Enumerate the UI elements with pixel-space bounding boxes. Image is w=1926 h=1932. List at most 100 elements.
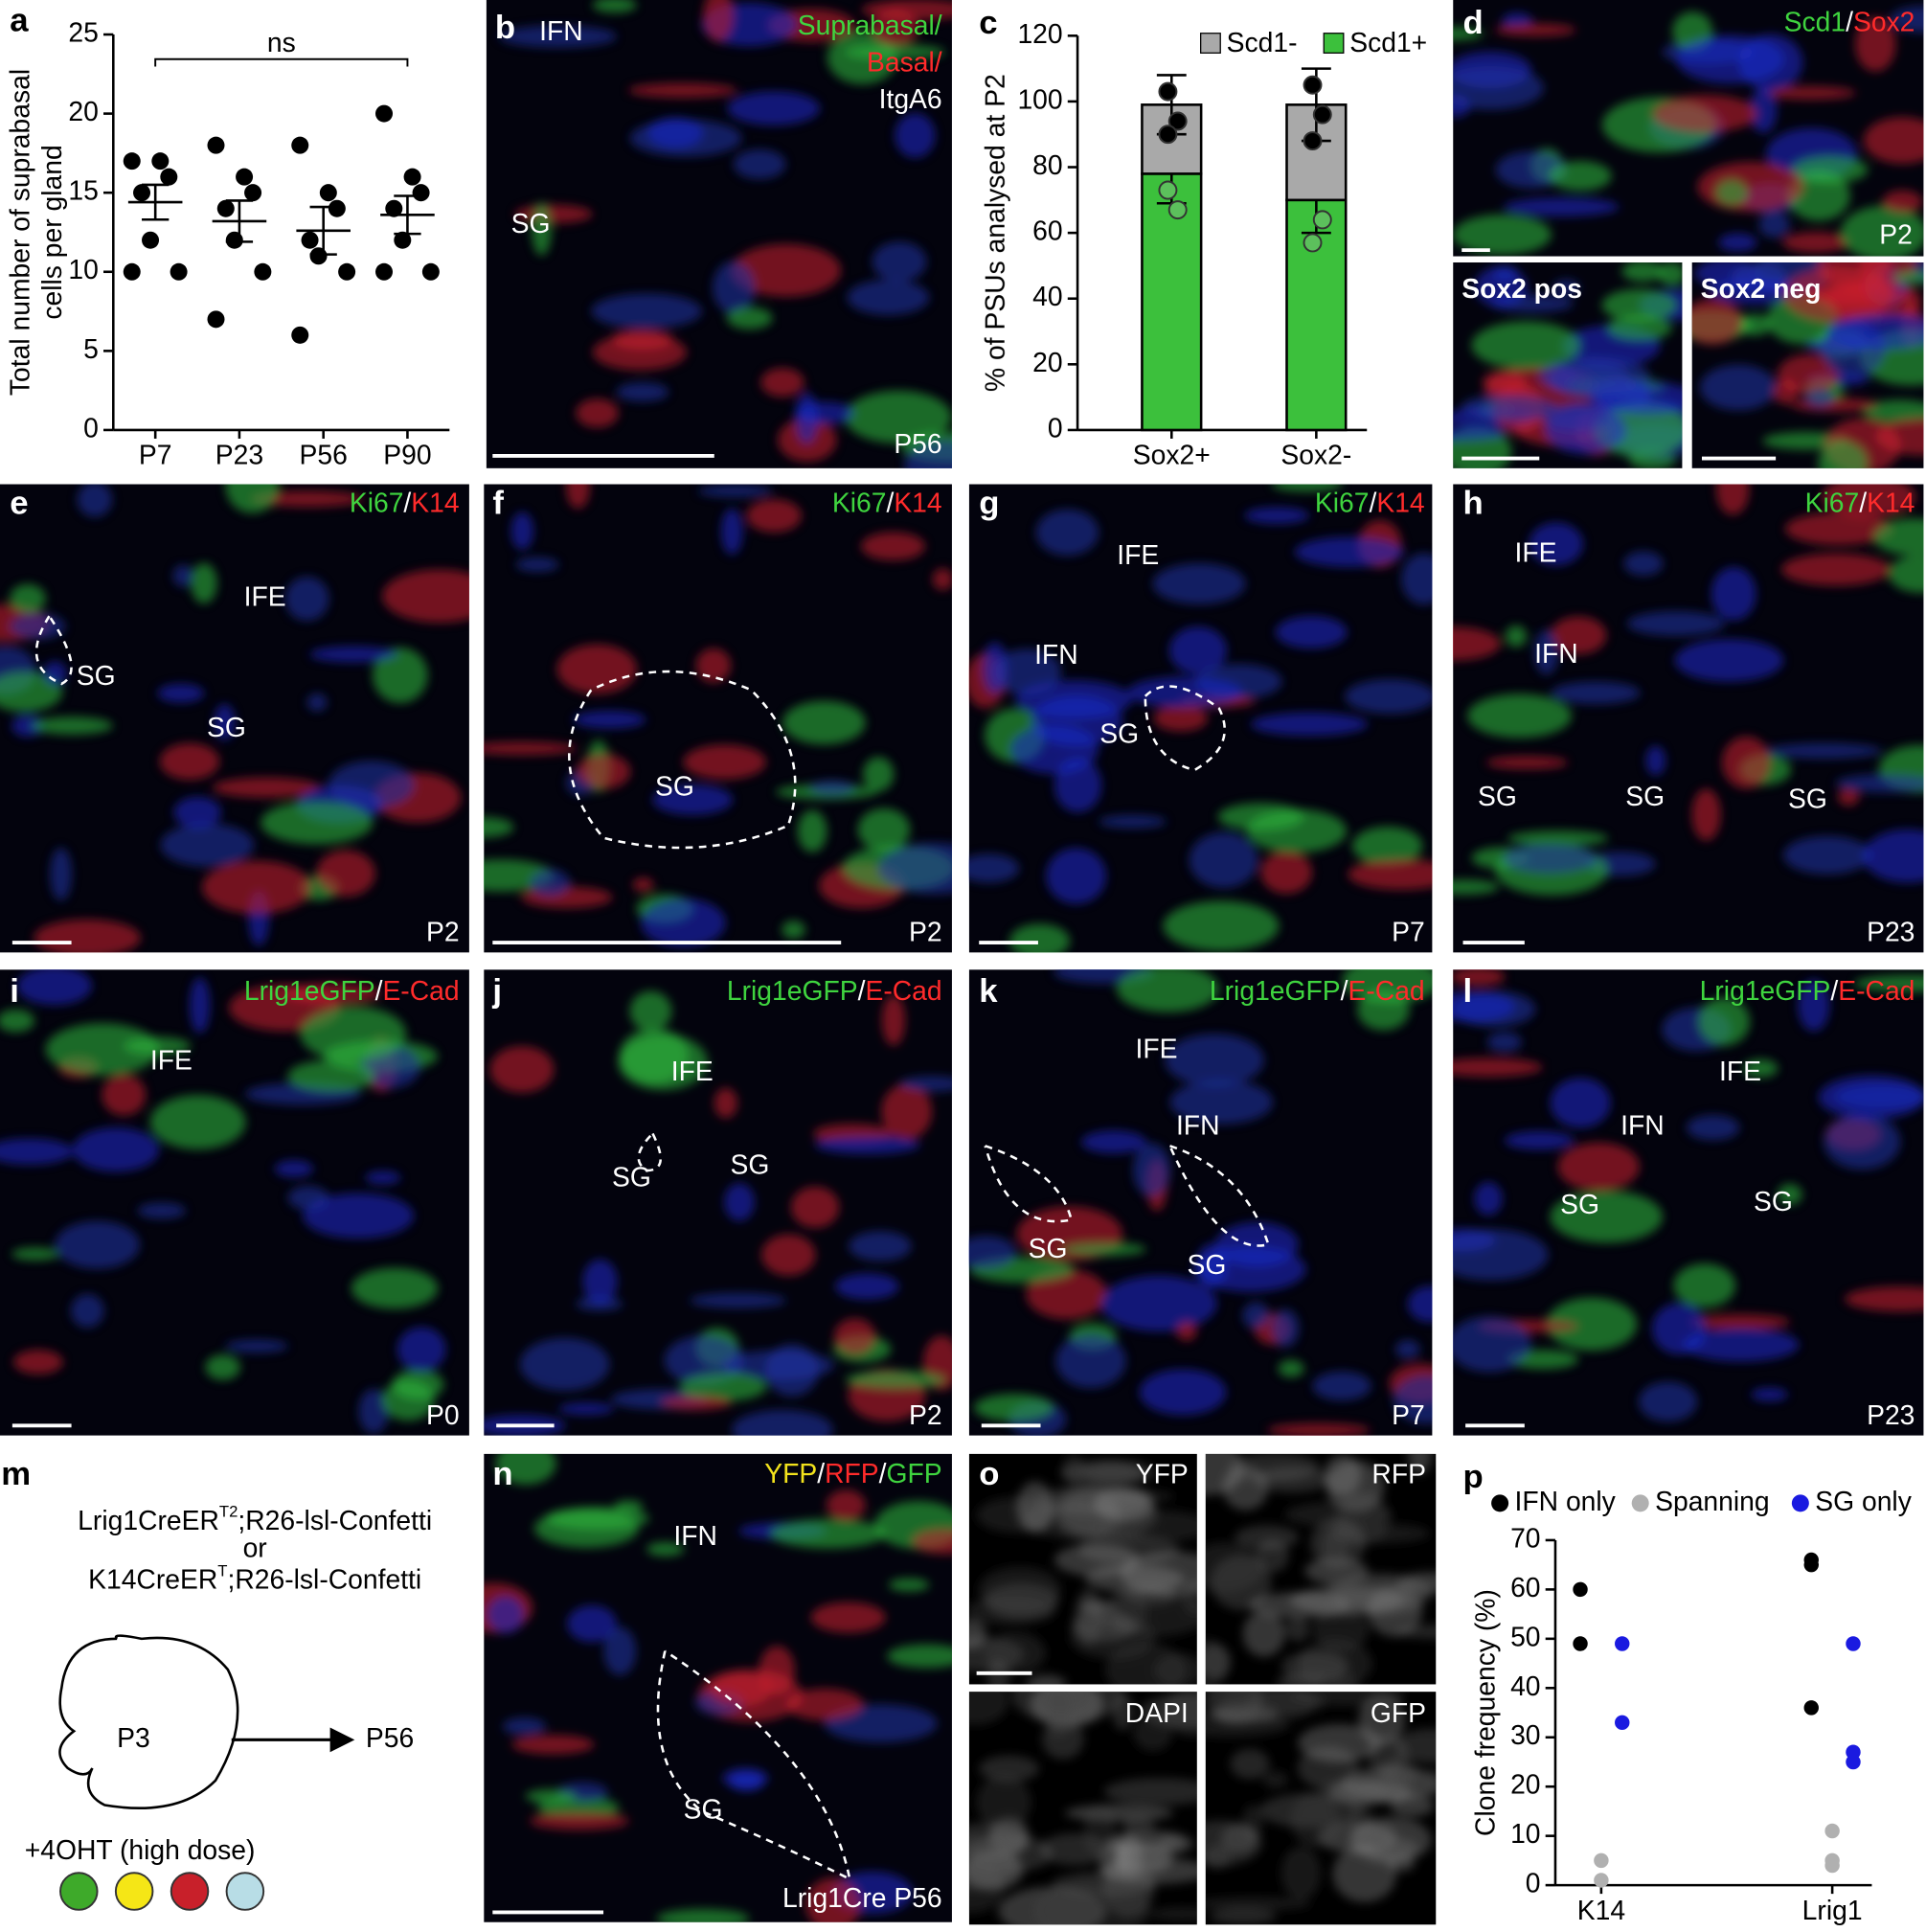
texture-blob xyxy=(627,82,737,99)
texture-blob xyxy=(159,742,220,781)
texture-blob xyxy=(1326,1573,1434,1609)
dot xyxy=(123,152,141,170)
texture-blob xyxy=(1623,551,1664,577)
texture-blob xyxy=(1505,625,1528,648)
dot xyxy=(1824,1857,1840,1874)
or-label: or xyxy=(243,1533,267,1563)
texture-blob xyxy=(1393,1375,1433,1424)
legend-label: Scd1- xyxy=(1227,27,1298,57)
texture-blob xyxy=(1120,1551,1197,1596)
texture-blob xyxy=(1342,969,1433,1004)
panel-letter: e xyxy=(10,486,28,522)
texture-blob xyxy=(529,869,571,898)
texture-blob xyxy=(70,1293,104,1328)
channel: DAPI xyxy=(1125,1697,1189,1728)
texture-blob xyxy=(1298,1723,1381,1762)
texture-blob xyxy=(1645,745,1666,776)
y-tick-label: 0 xyxy=(1526,1868,1541,1898)
x-tick-label: P23 xyxy=(215,440,263,470)
label: IFN xyxy=(1176,1109,1220,1140)
texture xyxy=(1691,261,1924,468)
dot xyxy=(160,168,178,186)
legend-swatch xyxy=(1323,33,1345,54)
texture-blob xyxy=(1673,1263,1736,1307)
age: P2 xyxy=(909,1399,942,1430)
y-tick-label: 100 xyxy=(1017,83,1062,114)
texture-blob xyxy=(727,91,821,125)
texture-blob xyxy=(1395,1625,1437,1639)
texture-blob xyxy=(1035,509,1099,556)
texture-blob xyxy=(826,1489,866,1521)
sem-bar xyxy=(309,205,337,256)
texture-blob xyxy=(887,1644,952,1669)
texture-blob xyxy=(1502,843,1597,875)
panel-letter: j xyxy=(491,973,502,1010)
texture-blob xyxy=(582,1259,618,1305)
texture-blob xyxy=(1064,1804,1174,1822)
panel-letter: f xyxy=(492,486,504,522)
age: P2 xyxy=(426,917,460,947)
texture-blob xyxy=(284,577,329,622)
label: SG xyxy=(1754,1186,1793,1216)
point xyxy=(1303,131,1323,151)
texture-blob xyxy=(845,1370,946,1389)
texture xyxy=(1205,1453,1437,1685)
sem-bar xyxy=(142,183,170,221)
texture-blob xyxy=(1105,1643,1188,1685)
inset-label: Sox2 pos xyxy=(1461,273,1582,304)
texture-blob xyxy=(1030,695,1123,746)
texture-blob xyxy=(484,816,514,838)
texture-blob xyxy=(731,243,841,297)
texture-blob xyxy=(1271,484,1343,492)
texture-blob xyxy=(1324,1454,1362,1496)
texture-blob xyxy=(499,25,618,48)
confetti-color xyxy=(59,1872,99,1911)
texture-blob xyxy=(525,1788,578,1804)
texture-blob xyxy=(1453,990,1515,1023)
texture-blob xyxy=(316,850,375,898)
stain: K14 xyxy=(411,488,459,518)
texture-blob xyxy=(576,754,631,789)
texture-blob xyxy=(1690,1313,1791,1330)
texture-blob xyxy=(1890,6,1924,33)
texture-blob xyxy=(1758,212,1790,239)
dot xyxy=(403,168,421,186)
texture-blob xyxy=(1267,1422,1371,1436)
texture-blob xyxy=(733,148,786,179)
texture-blob xyxy=(1474,1181,1503,1216)
texture xyxy=(1453,6,1924,257)
texture-blob xyxy=(533,1509,639,1548)
texture-blob xyxy=(1165,1034,1264,1087)
dot xyxy=(412,184,430,202)
texture-blob xyxy=(629,990,672,1032)
stain: / xyxy=(858,975,866,1006)
stain: Lrig1eGFP xyxy=(1210,975,1341,1006)
texture-blob xyxy=(160,823,255,867)
texture-blob xyxy=(1122,1818,1156,1833)
y-tick-label: 15 xyxy=(68,175,98,206)
texture-blob xyxy=(1285,1617,1310,1642)
texture-blob xyxy=(1718,233,1757,252)
texture-blob xyxy=(1205,1897,1312,1911)
texture-blob xyxy=(861,0,952,21)
texture-blob xyxy=(1132,1143,1171,1197)
texture-blob xyxy=(1094,1487,1154,1522)
texture-blob xyxy=(603,1626,637,1675)
texture-blob xyxy=(968,1596,1056,1625)
texture-blob xyxy=(1453,65,1544,110)
texture-blob xyxy=(986,1660,1010,1685)
texture-blob xyxy=(1379,1770,1437,1797)
texture-blob xyxy=(1486,1032,1522,1053)
y-tick-label: 120 xyxy=(1017,18,1062,49)
age: P7 xyxy=(1392,1399,1425,1430)
texture-blob xyxy=(1153,705,1209,732)
stain: Ki67 xyxy=(1805,488,1860,518)
texture-blob xyxy=(11,1247,59,1261)
x-tick-label: K14 xyxy=(1577,1895,1625,1925)
texture-blob xyxy=(1504,1130,1575,1150)
dot xyxy=(244,184,262,202)
texture xyxy=(484,990,952,1436)
label: IFE xyxy=(1117,539,1159,570)
label: SG xyxy=(511,208,551,239)
texture-blob xyxy=(795,401,855,425)
